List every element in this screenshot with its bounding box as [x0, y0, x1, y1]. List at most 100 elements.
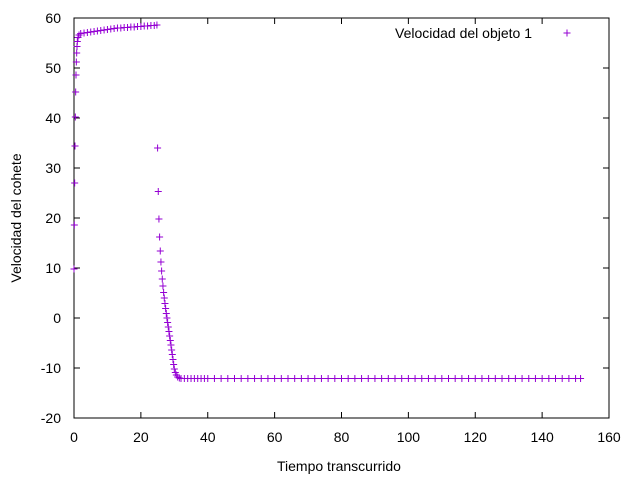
data-point	[160, 289, 168, 296]
data-point	[170, 361, 178, 368]
data-point	[75, 31, 83, 39]
data-point	[297, 375, 305, 382]
data-point	[72, 71, 80, 79]
data-points	[70, 21, 585, 382]
data-point	[157, 258, 165, 266]
data-point	[264, 375, 272, 382]
data-point	[418, 375, 426, 382]
data-point	[217, 375, 225, 382]
data-point	[244, 375, 252, 382]
y-tick-label: 50	[45, 60, 61, 76]
data-point	[451, 375, 459, 382]
data-point	[167, 341, 175, 349]
data-point	[71, 113, 79, 121]
data-point	[291, 375, 299, 382]
data-point	[164, 319, 172, 326]
plot-frame	[73, 17, 610, 419]
data-point	[458, 375, 466, 382]
x-tick-label: 80	[334, 429, 350, 445]
data-point	[72, 88, 80, 96]
data-point	[257, 375, 265, 382]
data-point	[438, 375, 446, 382]
x-tick-label: 140	[530, 429, 554, 445]
data-point	[170, 365, 178, 373]
data-point	[565, 375, 573, 382]
data-point	[391, 375, 399, 382]
data-point	[545, 375, 553, 382]
data-point	[371, 375, 379, 382]
x-tick-label: 40	[200, 429, 216, 445]
data-point	[378, 375, 386, 382]
data-point	[331, 375, 339, 382]
data-point	[165, 328, 173, 335]
data-point	[358, 375, 366, 382]
data-point	[70, 265, 78, 273]
data-point	[204, 375, 212, 382]
data-point	[411, 375, 419, 382]
data-point	[511, 375, 519, 382]
data-point	[163, 314, 171, 322]
data-point	[210, 375, 218, 382]
legend: Velocidad del objeto 1	[395, 25, 571, 41]
y-tick-label: 10	[45, 260, 61, 276]
data-point	[158, 275, 166, 283]
data-point	[160, 294, 168, 302]
data-point	[525, 375, 533, 382]
data-point	[465, 375, 473, 382]
legend-label: Velocidad del objeto 1	[395, 25, 532, 41]
data-point	[154, 188, 162, 195]
data-point	[552, 375, 559, 382]
data-point	[491, 375, 499, 382]
data-point	[168, 346, 176, 354]
data-point	[155, 215, 163, 223]
y-tick-label: 0	[53, 310, 61, 326]
data-point	[317, 375, 325, 382]
y-tick-label: -20	[41, 410, 61, 426]
y-tick-label: -10	[41, 360, 61, 376]
data-point	[174, 373, 182, 381]
x-tick-label: 160	[597, 429, 621, 445]
data-point	[338, 375, 345, 382]
data-point	[72, 58, 80, 66]
data-point	[531, 375, 539, 382]
data-point	[384, 375, 392, 382]
x-tick-label: 120	[464, 429, 488, 445]
x-axis-label: Tiempo transcurrido	[277, 458, 401, 474]
data-point	[324, 375, 332, 382]
data-point	[344, 375, 352, 382]
data-point	[73, 38, 81, 45]
data-point	[271, 375, 279, 382]
data-point	[237, 375, 245, 382]
y-tick-label: 60	[45, 10, 61, 26]
y-tick-label: 40	[45, 110, 61, 126]
data-point	[71, 179, 79, 187]
data-point	[485, 375, 493, 382]
data-point	[231, 375, 238, 382]
data-point	[156, 247, 164, 255]
data-point	[364, 375, 372, 382]
data-point	[224, 375, 232, 382]
x-tick-label: 100	[397, 429, 421, 445]
data-point	[277, 375, 285, 382]
data-point	[311, 375, 319, 382]
data-point	[166, 337, 174, 344]
y-axis-label: Velocidad del cohete	[8, 153, 24, 282]
axes: 0 20 40 60 80 100 120 140 160 -20 -10 0 10 20 30 40 50 60	[41, 10, 621, 445]
data-point	[156, 233, 164, 241]
data-point	[251, 375, 259, 382]
data-point	[577, 375, 585, 382]
data-point	[431, 375, 439, 382]
data-point	[558, 375, 566, 382]
data-point	[398, 375, 406, 382]
data-point	[471, 375, 479, 382]
data-point	[498, 375, 506, 382]
data-point	[284, 375, 292, 382]
data-point	[424, 375, 432, 382]
data-point	[445, 375, 452, 382]
legend-marker-glyph	[563, 29, 571, 37]
data-point	[169, 356, 177, 363]
data-point	[71, 142, 79, 150]
data-point	[168, 351, 176, 358]
x-tick-label: 60	[267, 429, 283, 445]
